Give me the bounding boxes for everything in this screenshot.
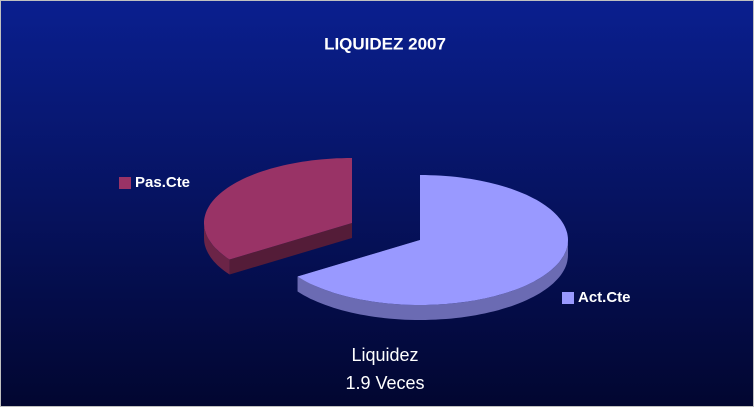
legend-label: Act.Cte [578,289,631,306]
legend-swatch [119,177,131,189]
slice-side [297,240,568,320]
slice-wall [229,223,352,275]
slice-side [204,223,230,275]
chart-title: LIQUIDEZ 2007 [324,34,446,53]
annotation: Liquidez [351,345,418,365]
legend-label: Pas.Cte [135,174,190,191]
annotation: 1.9 Veces [345,373,424,393]
legend-swatch [562,292,574,304]
pie-slice [297,175,568,305]
pie-slice [204,158,352,260]
